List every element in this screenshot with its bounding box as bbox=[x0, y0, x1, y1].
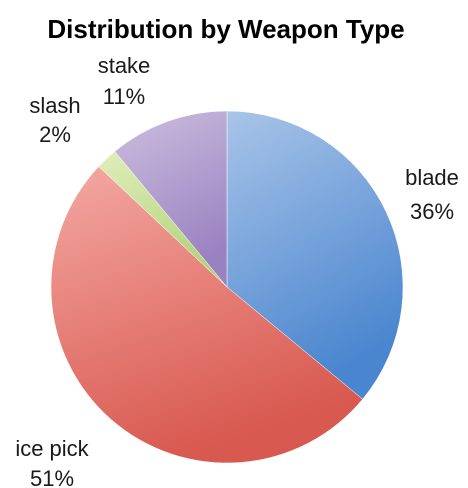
slice-value-blade: 36% bbox=[410, 199, 454, 224]
slice-label-ice-pick: ice pick bbox=[15, 436, 89, 461]
slice-value-stake: 11% bbox=[103, 84, 145, 109]
slice-label-blade: blade bbox=[405, 165, 459, 190]
slice-value-slash: 2% bbox=[39, 122, 71, 147]
slice-labels: blade 36% ice pick 51% slash 2% stake 11% bbox=[15, 53, 459, 488]
slice-value-ice-pick: 51% bbox=[30, 466, 74, 488]
pie-slice-stake bbox=[114, 110, 228, 288]
chart-title: Distribution by Weapon Type bbox=[47, 14, 404, 44]
slice-label-stake: stake bbox=[98, 53, 151, 78]
pie-slice-blade bbox=[226, 110, 404, 400]
pie-slices bbox=[50, 110, 404, 464]
slice-label-slash: slash bbox=[29, 93, 80, 118]
pie-slice-ice-pick bbox=[50, 166, 363, 464]
